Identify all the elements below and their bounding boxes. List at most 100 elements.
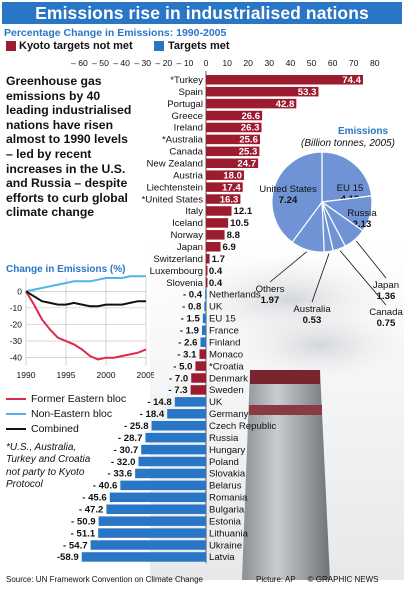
bar-category-label: Japan [177,242,203,253]
source-note: Source: UN Framework Convention on Clima… [6,575,203,584]
pie-slice-label: Russia [347,208,377,219]
bar [206,218,229,228]
pie-leader-line [356,240,387,279]
pie-slice-label: EU 15 [337,183,364,194]
x-tick-label: 60 [328,58,338,68]
bar [191,373,206,383]
x-tick-label: – 20 [155,58,172,68]
bar-value-label: 25.6 [239,135,258,146]
bar-category-label: Latvia [209,552,235,563]
bar-value-label: - 50.9 [71,516,96,527]
bar-value-label: 16.3 [220,194,239,205]
line-legend-item: Combined [6,420,79,435]
pie-slice-value: 1.36 [377,291,396,302]
line-legend-item: Former Eastern bloc [6,390,126,405]
bar-value-label: 53.3 [298,87,317,98]
bar [109,492,206,503]
picture-credit: Picture: AP [256,575,296,584]
x-tick-label: 0 [204,58,209,68]
x-tick-label: – 10 [177,58,194,68]
x-tick-label: 70 [349,58,359,68]
pie-slice-value: 2.13 [353,219,372,230]
bar-value-label: 1.7 [212,254,225,265]
bar-category-label: Iceland [172,218,203,229]
bar [206,170,244,180]
bar [206,98,297,109]
bar-value-label: - 33.6 [108,469,133,480]
bar-value-label: 42.8 [276,99,295,110]
series-line [25,275,146,293]
y-tick-label: -20 [10,319,23,329]
legend-label-not-met: Kyoto targets not met [19,40,133,52]
pie-slice-label: Japan [373,280,399,291]
line-chart-legend: Former Eastern bloc Non-Eastern bloc Combi… [6,390,156,436]
bar-category-label: Bulgaria [209,504,245,515]
line-legend-item: Non-Eastern bloc [6,405,112,420]
x-tick-label: 50 [307,58,317,68]
bar [138,456,206,467]
bar-category-label: Romania [209,493,248,504]
pie-slice [271,151,323,244]
bar-value-label: 0.4 [209,278,223,289]
bar-category-label: Poland [209,457,239,468]
bar-category-label: Canada [169,147,203,158]
bar [206,253,210,264]
bar-value-label: - 18.4 [140,409,165,420]
bar-category-label: Estonia [209,516,242,527]
bar [200,337,206,347]
bar [206,277,208,288]
bar-value-label: - 0.4 [183,290,203,301]
bar-category-label: New Zealand [146,159,203,170]
bar-category-label: Russia [209,433,239,444]
bar-value-label: - 25.8 [124,421,149,432]
bar-category-label: Slovakia [209,469,246,480]
legend-label-met: Targets met [168,40,230,52]
bar-value-label: 26.6 [241,111,260,122]
bar [98,516,206,526]
bar [135,468,206,479]
bar-value-label: - 28.7 [118,433,143,444]
bar-category-label: *United States [142,194,204,205]
bar [174,397,206,407]
bar-category-label: Czech Republic [209,421,276,432]
bar-value-label: - 5.0 [173,361,192,372]
bar [206,122,262,133]
bar [206,265,208,276]
legend-swatch-met [154,41,164,51]
bar [167,409,206,419]
pie-slice-value: 7.24 [279,195,298,206]
emissions-pie-chart: EU 154.19Russia2.13Japan1.36Canada0.75Au… [256,151,403,329]
bar [141,444,206,455]
bar [206,134,261,145]
bar-value-label: 6.9 [223,242,236,253]
pie-slice-value: 1.97 [261,295,280,306]
x-tick-label: – 40 [113,58,130,68]
bar-value-label: 10.5 [230,218,249,229]
x-tick-label: – 50 [92,58,109,68]
bar-category-label: Hungary [209,445,245,456]
bar-value-label: 8.8 [227,230,241,241]
bar [206,194,241,204]
pie-slice-value: 0.53 [303,315,322,326]
bar [206,182,243,192]
bar-category-label: Belarus [209,481,242,492]
bar-value-label: - 32.0 [111,457,136,468]
bar-value-label: 12.1 [234,206,253,217]
bar-value-label: - 40.6 [93,481,118,492]
bar-category-label: Finland [209,337,240,348]
line-chart-title: Change in Emissions (%) [6,264,126,275]
bar [206,146,260,157]
bar-value-label: 0.4 [209,266,223,277]
bar-value-label: - 1.5 [181,314,201,325]
bar [199,349,206,359]
pie-slice-label: Others [256,284,285,295]
bar [204,301,206,312]
pie-slice-label: Canada [369,307,403,318]
bar-category-label: Ireland [174,123,203,134]
bar [106,504,206,514]
bar-value-label: - 1.9 [180,326,199,337]
bar-category-label: Slovenia [166,278,203,289]
bar [145,432,206,443]
pie-slice-label: Australia [293,304,331,315]
line-legend-label: Combined [31,422,79,435]
